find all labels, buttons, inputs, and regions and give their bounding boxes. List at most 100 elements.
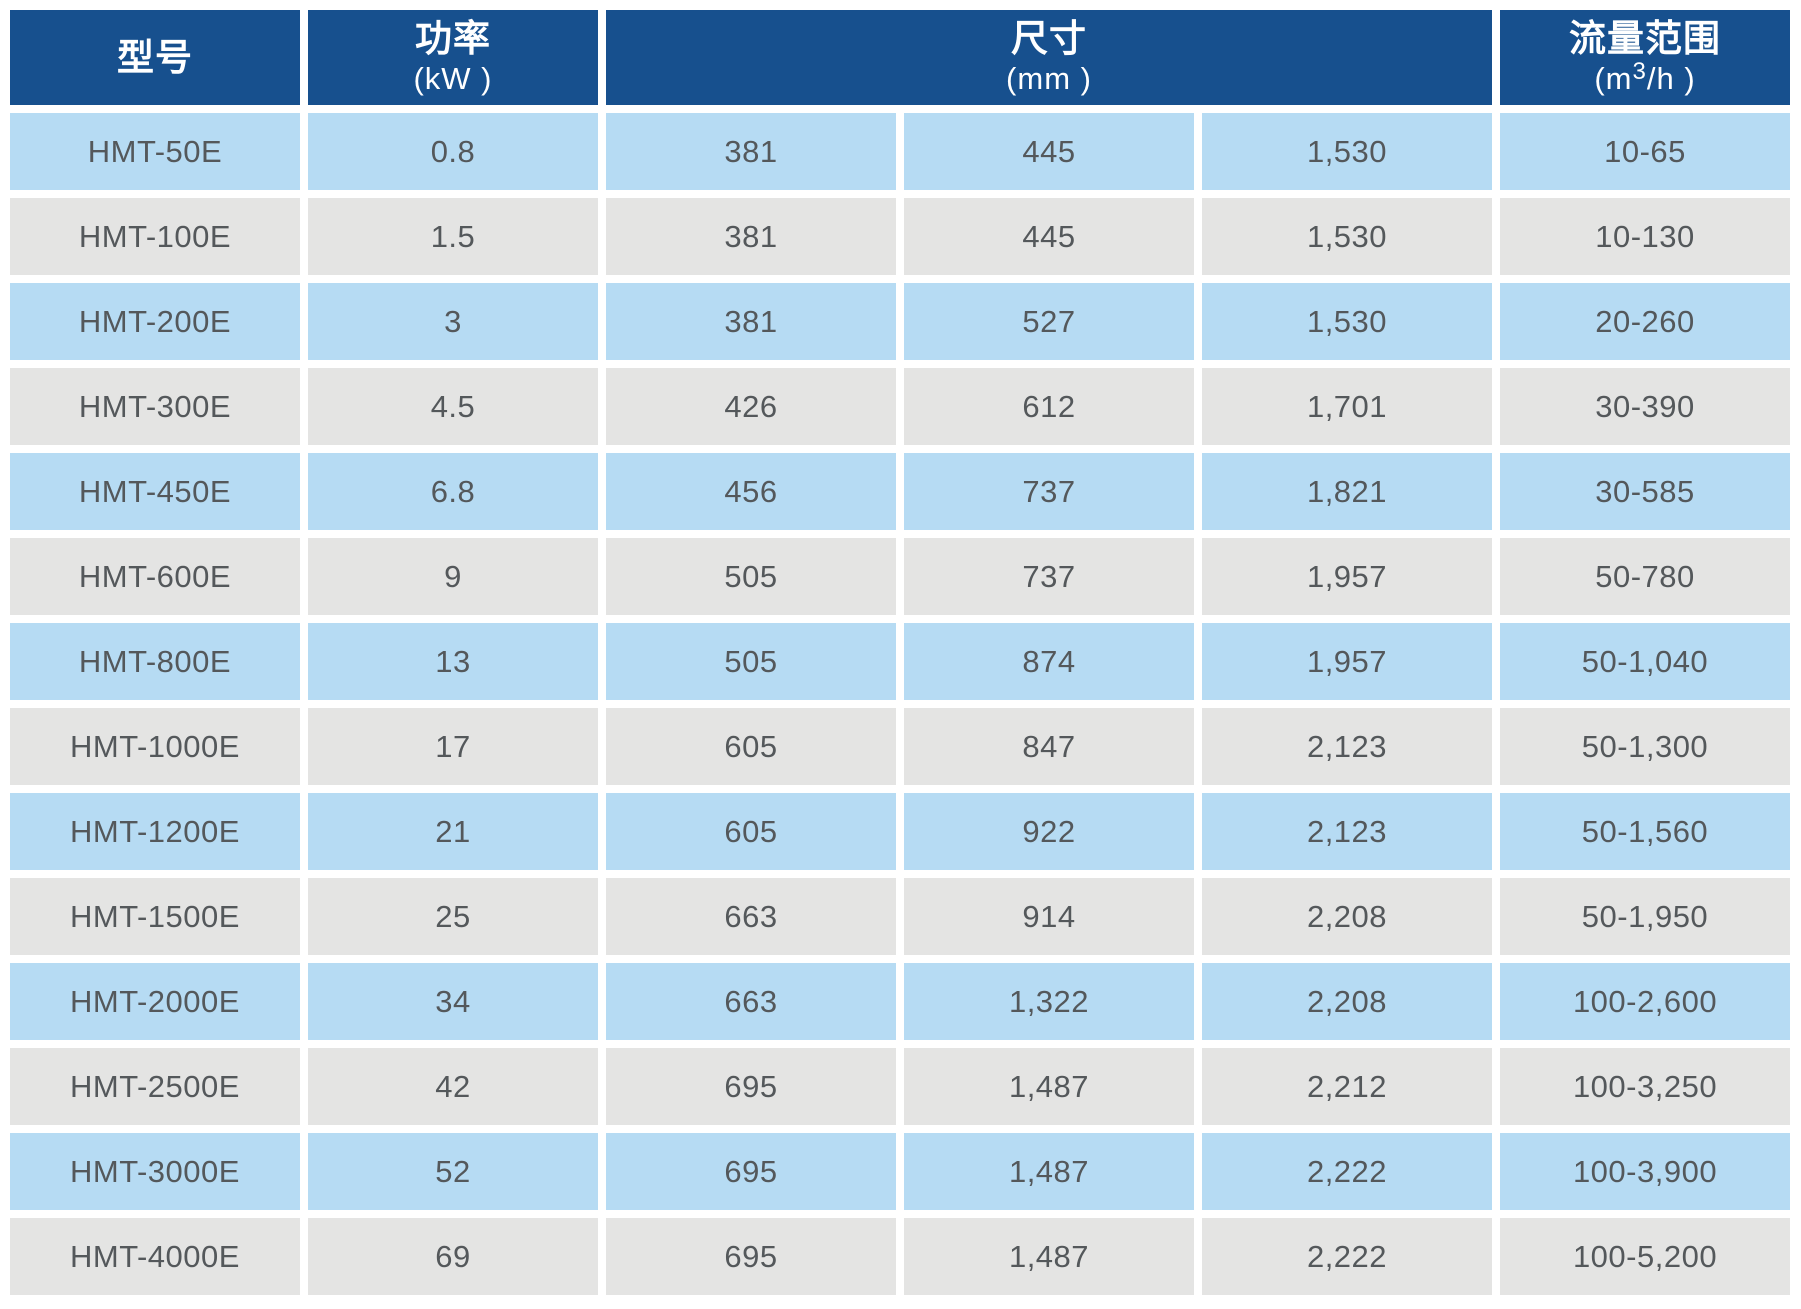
cell-model: HMT-1500E (10, 878, 300, 955)
cell-model: HMT-4000E (10, 1218, 300, 1295)
flow-unit-suffix: /h ) (1646, 61, 1696, 97)
cell-dimension-3: 2,208 (1202, 963, 1492, 1040)
header-power-title: 功率 (415, 18, 491, 60)
cell-dimension-3: 1,957 (1202, 538, 1492, 615)
cell-dimension-2: 445 (904, 113, 1194, 190)
cell-power-kw: 34 (308, 963, 598, 1040)
cell-flow-range: 50-1,040 (1500, 623, 1790, 700)
cell-flow-range: 100-2,600 (1500, 963, 1790, 1040)
cell-model: HMT-2000E (10, 963, 300, 1040)
cell-model: HMT-300E (10, 368, 300, 445)
cell-model: HMT-1200E (10, 793, 300, 870)
cell-model: HMT-1000E (10, 708, 300, 785)
cell-power-kw: 42 (308, 1048, 598, 1125)
header-power: 功率 (kW ) (308, 10, 598, 105)
header-dimensions-title: 尺寸 (1011, 18, 1087, 60)
flow-unit-superscript: 3 (1632, 58, 1647, 86)
cell-dimension-2: 527 (904, 283, 1194, 360)
cell-dimension-3: 2,222 (1202, 1133, 1492, 1210)
cell-dimension-1: 695 (606, 1133, 896, 1210)
cell-power-kw: 4.5 (308, 368, 598, 445)
cell-dimension-1: 605 (606, 708, 896, 785)
header-flow-range-title: 流量范围 (1569, 18, 1721, 60)
cell-flow-range: 50-780 (1500, 538, 1790, 615)
cell-dimension-1: 426 (606, 368, 896, 445)
cell-power-kw: 52 (308, 1133, 598, 1210)
cell-power-kw: 9 (308, 538, 598, 615)
cell-dimension-1: 663 (606, 878, 896, 955)
cell-dimension-3: 2,212 (1202, 1048, 1492, 1125)
cell-flow-range: 50-1,950 (1500, 878, 1790, 955)
cell-model: HMT-800E (10, 623, 300, 700)
cell-model: HMT-200E (10, 283, 300, 360)
cell-dimension-3: 1,701 (1202, 368, 1492, 445)
cell-dimension-3: 2,123 (1202, 708, 1492, 785)
cell-flow-range: 50-1,300 (1500, 708, 1790, 785)
cell-power-kw: 21 (308, 793, 598, 870)
cell-dimension-1: 695 (606, 1048, 896, 1125)
cell-power-kw: 13 (308, 623, 598, 700)
cell-model: HMT-450E (10, 453, 300, 530)
cell-dimension-2: 847 (904, 708, 1194, 785)
cell-dimension-2: 1,487 (904, 1218, 1194, 1295)
cell-flow-range: 100-5,200 (1500, 1218, 1790, 1295)
cell-dimension-1: 663 (606, 963, 896, 1040)
cell-dimension-1: 505 (606, 538, 896, 615)
cell-model: HMT-50E (10, 113, 300, 190)
cell-dimension-2: 737 (904, 538, 1194, 615)
cell-power-kw: 3 (308, 283, 598, 360)
cell-model: HMT-600E (10, 538, 300, 615)
cell-power-kw: 25 (308, 878, 598, 955)
header-model: 型号 (10, 10, 300, 105)
cell-flow-range: 100-3,900 (1500, 1133, 1790, 1210)
cell-dimension-2: 737 (904, 453, 1194, 530)
header-flow-range: 流量范围 (m3/h ) (1500, 10, 1790, 105)
cell-power-kw: 0.8 (308, 113, 598, 190)
cell-flow-range: 10-65 (1500, 113, 1790, 190)
cell-dimension-1: 605 (606, 793, 896, 870)
cell-dimension-2: 874 (904, 623, 1194, 700)
cell-model: HMT-100E (10, 198, 300, 275)
cell-dimension-1: 695 (606, 1218, 896, 1295)
cell-dimension-1: 456 (606, 453, 896, 530)
header-model-title: 型号 (117, 36, 193, 78)
header-power-unit: (kW ) (413, 61, 493, 97)
cell-dimension-3: 2,123 (1202, 793, 1492, 870)
flow-unit-prefix: (m (1594, 61, 1633, 97)
cell-dimension-1: 381 (606, 283, 896, 360)
header-flow-range-unit: (m3/h ) (1594, 58, 1696, 98)
cell-model: HMT-3000E (10, 1133, 300, 1210)
cell-dimension-2: 914 (904, 878, 1194, 955)
cell-dimension-2: 612 (904, 368, 1194, 445)
cell-flow-range: 100-3,250 (1500, 1048, 1790, 1125)
cell-dimension-3: 2,208 (1202, 878, 1492, 955)
cell-dimension-1: 505 (606, 623, 896, 700)
cell-dimension-3: 2,222 (1202, 1218, 1492, 1295)
cell-dimension-3: 1,530 (1202, 113, 1492, 190)
cell-power-kw: 69 (308, 1218, 598, 1295)
cell-dimension-1: 381 (606, 113, 896, 190)
cell-model: HMT-2500E (10, 1048, 300, 1125)
cell-power-kw: 1.5 (308, 198, 598, 275)
cell-flow-range: 30-585 (1500, 453, 1790, 530)
cell-dimension-2: 922 (904, 793, 1194, 870)
cell-flow-range: 10-130 (1500, 198, 1790, 275)
cell-flow-range: 30-390 (1500, 368, 1790, 445)
spec-table: 型号 功率 (kW ) 尺寸 (mm ) 流量范围 (m3/h ) HMT-50… (10, 10, 1790, 1295)
cell-flow-range: 20-260 (1500, 283, 1790, 360)
header-dimensions: 尺寸 (mm ) (606, 10, 1492, 105)
cell-dimension-2: 1,487 (904, 1048, 1194, 1125)
cell-dimension-3: 1,821 (1202, 453, 1492, 530)
cell-dimension-2: 1,322 (904, 963, 1194, 1040)
cell-dimension-3: 1,530 (1202, 198, 1492, 275)
cell-dimension-2: 1,487 (904, 1133, 1194, 1210)
header-dimensions-unit: (mm ) (1006, 61, 1092, 97)
cell-flow-range: 50-1,560 (1500, 793, 1790, 870)
cell-power-kw: 6.8 (308, 453, 598, 530)
cell-dimension-3: 1,530 (1202, 283, 1492, 360)
cell-power-kw: 17 (308, 708, 598, 785)
cell-dimension-2: 445 (904, 198, 1194, 275)
cell-dimension-3: 1,957 (1202, 623, 1492, 700)
cell-dimension-1: 381 (606, 198, 896, 275)
